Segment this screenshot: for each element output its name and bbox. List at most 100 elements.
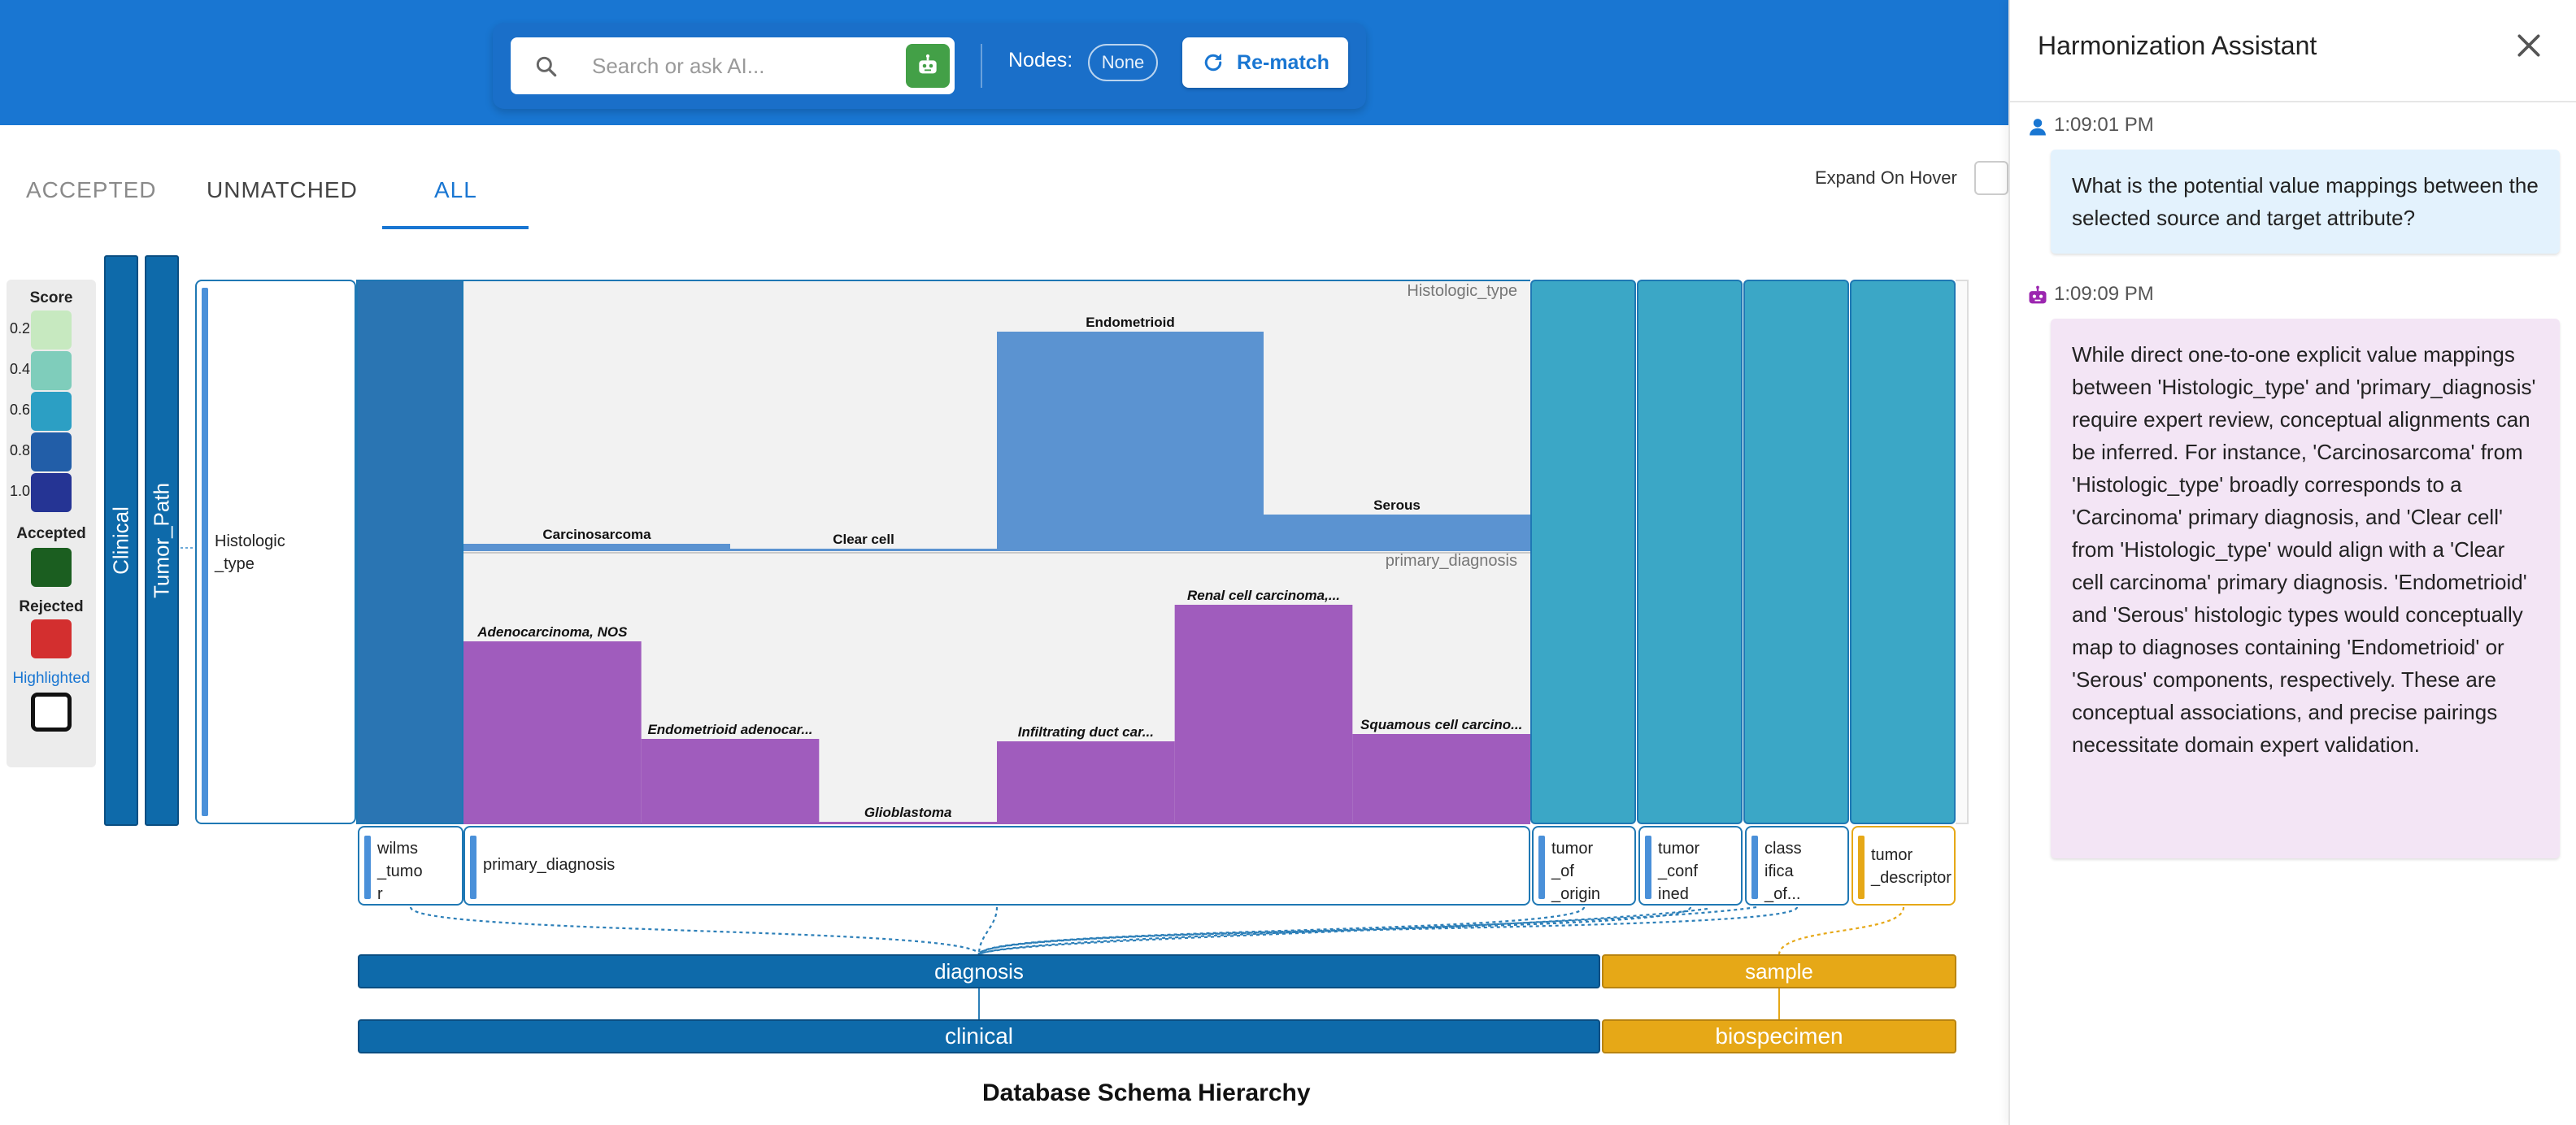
bar-1-3[interactable] [997, 741, 1175, 824]
classification-score-column[interactable] [1743, 280, 1849, 824]
robot-icon [919, 54, 937, 74]
tumor-path-vertical-bar[interactable]: Tumor_Path [145, 255, 179, 826]
hierarchy-clinical-bar[interactable]: clinical [358, 1019, 1600, 1053]
target-column-accent [1751, 836, 1758, 899]
assistant-message-time: 1:09:09 PM [2054, 283, 2154, 305]
legend-swatch-0-8 [31, 432, 72, 471]
search-box[interactable] [511, 37, 955, 94]
legend-swatch-0-4 [31, 351, 72, 390]
target-column-label: tumor _conf ined [1658, 840, 1700, 903]
rematch-button[interactable]: Re-match [1182, 37, 1348, 88]
legend-score-label: 1.0 [10, 483, 31, 499]
clinical-vertical-label: Clinical [108, 506, 133, 575]
tumor-descriptor-score-column[interactable] [1850, 280, 1956, 824]
target-column-tumor-confined[interactable]: tumor _conf ined [1638, 826, 1743, 906]
expand-on-hover-toggle[interactable] [1974, 161, 2008, 195]
bar-0-0[interactable] [463, 544, 730, 551]
assistant-divider [2010, 101, 2576, 102]
source-column-accent [202, 288, 208, 816]
bar-0-1[interactable] [730, 549, 997, 551]
close-icon[interactable] [2513, 29, 2545, 62]
hierarchy-link-biospecimen [1778, 988, 1780, 1019]
hierarchy-sample-bar[interactable]: sample [1602, 954, 1956, 988]
user-icon [2030, 119, 2046, 136]
toolbar: Nodes: None Re-match [493, 23, 1366, 109]
legend-swatch-0-6 [31, 392, 72, 431]
tab-unmatched[interactable]: UNMATCHED [207, 177, 358, 202]
legend-accepted-swatch [31, 548, 72, 587]
bar-label-0-2: Endometrioid [1086, 315, 1175, 330]
user-message-time: 1:09:01 PM [2054, 114, 2154, 136]
bar-0-2[interactable] [997, 332, 1264, 551]
search-input[interactable] [592, 49, 868, 83]
legend-score-label: 0.6 [10, 402, 31, 418]
legend-swatch-0-2 [31, 311, 72, 350]
legend-swatch-1-0 [31, 473, 72, 512]
target-column-label: tumor _descriptor [1871, 846, 1952, 887]
target-column-tumor-descriptor[interactable]: tumor _descriptor [1852, 826, 1956, 906]
bar-label-1-0: Adenocarcinoma, NOS [476, 624, 628, 640]
bar-label-1-5: Squamous cell carcino... [1360, 717, 1522, 732]
legend-rejected-swatch [31, 619, 72, 658]
bar-label-1-1: Endometrioid adenocar... [647, 722, 812, 737]
bar-1-4[interactable] [1174, 605, 1353, 824]
bar-label-0-3: Serous [1373, 497, 1421, 513]
legend-score-label: 0.4 [10, 361, 31, 377]
legend-accepted-title: Accepted [16, 525, 86, 542]
target-column-accent [1858, 836, 1865, 899]
harmonization-assistant-panel: Harmonization Assistant 1:09:01 PM What … [2008, 0, 2576, 1125]
wilms-tumor-score-column[interactable] [356, 280, 463, 824]
legend-score-label: 0.8 [10, 442, 31, 458]
target-column-tumor-of-origin[interactable]: tumor _of _origin [1532, 826, 1636, 906]
target-column-label: tumor _of _origin [1551, 840, 1601, 903]
expand-on-hover-label: Expand On Hover [1815, 167, 1957, 188]
bar-label-1-4: Renal cell carcinoma,... [1187, 588, 1340, 603]
hierarchy-biospecimen-bar[interactable]: biospecimen [1602, 1019, 1956, 1053]
primary-diagnosis-chart-title: primary_diagnosis [1386, 552, 1517, 570]
clinical-vertical-bar[interactable]: Clinical [104, 255, 138, 826]
hierarchy-link-clinical [978, 988, 980, 1019]
legend-score-label: 0.2 [10, 320, 31, 337]
value-distribution-charts[interactable]: Histologic_type Carcinosarcoma Clear cell… [463, 280, 1530, 824]
bar-label-1-2: Glioblastoma [864, 805, 952, 820]
rematch-label: Re-match [1237, 50, 1329, 74]
bar-0-3[interactable] [1264, 515, 1530, 551]
robot-icon [2029, 285, 2047, 304]
target-column-wilms-tumor[interactable]: wilms _tumo r [358, 826, 463, 906]
tab-accepted[interactable]: ACCEPTED [26, 177, 157, 202]
ai-assistant-button[interactable] [906, 44, 950, 88]
target-column-classification[interactable]: class ifica _of... [1745, 826, 1849, 906]
target-column-accent [1538, 836, 1545, 899]
value-charts-svg: Histologic_type Carcinosarcoma Clear cell… [463, 282, 1530, 824]
hierarchy-diagnosis-bar[interactable]: diagnosis [358, 954, 1600, 988]
target-column-label: class ifica _of... [1764, 840, 1802, 903]
tumor-confined-score-column[interactable] [1637, 280, 1743, 824]
tumor-of-origin-score-column[interactable] [1530, 280, 1636, 824]
target-column-primary-diagnosis[interactable]: primary_diagnosis [463, 826, 1530, 906]
legend-rejected-title: Rejected [19, 598, 84, 615]
bar-1-0[interactable] [463, 641, 642, 824]
primary-diagnosis-chart: primary_diagnosis Adenocarcinoma, NOS End… [463, 552, 1530, 824]
bar-label-0-0: Carcinosarcoma [542, 527, 651, 542]
search-icon [536, 56, 557, 77]
assistant-title: Harmonization Assistant [2038, 31, 2317, 60]
histologic-type-chart-title: Histologic_type [1407, 282, 1517, 300]
top-app-bar: Nodes: None Re-match [0, 0, 2008, 125]
nodes-label: Nodes: [1008, 49, 1073, 72]
tab-all[interactable]: ALL [434, 177, 477, 202]
refresh-icon [1204, 53, 1222, 72]
bar-1-2[interactable] [819, 822, 997, 824]
assistant-message-bubble: While direct one-to-one explicit value m… [2051, 319, 2560, 858]
source-column-histologic-type[interactable]: Histologic _type [195, 280, 356, 824]
histologic-type-chart: Histologic_type Carcinosarcoma Clear cell… [463, 282, 1530, 551]
active-tab-indicator [382, 226, 529, 229]
bar-1-1[interactable] [641, 739, 820, 824]
target-column-label: wilms _tumo r [377, 840, 423, 903]
nodes-chip[interactable]: None [1088, 44, 1158, 81]
hierarchy-title: Database Schema Hierarchy [982, 1079, 1311, 1106]
bar-1-5[interactable] [1352, 734, 1530, 824]
source-column-label: Histologic _type [215, 532, 285, 573]
target-column-label: primary_diagnosis [483, 856, 616, 874]
legend-highlighted-title: Highlighted [12, 670, 90, 687]
bar-label-0-1: Clear cell [833, 532, 894, 547]
